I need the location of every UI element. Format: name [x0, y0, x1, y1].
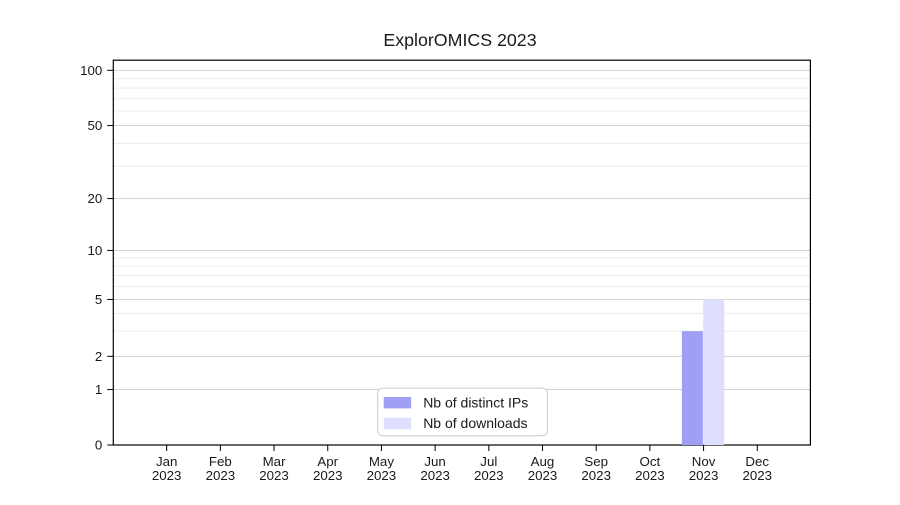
svg-text:Jun: Jun: [424, 454, 445, 469]
svg-text:2023: 2023: [528, 468, 558, 483]
svg-text:0: 0: [95, 438, 102, 453]
svg-text:2023: 2023: [206, 468, 236, 483]
svg-text:1: 1: [95, 382, 102, 397]
svg-text:May: May: [369, 454, 394, 469]
svg-text:Oct: Oct: [640, 454, 661, 469]
svg-text:Aug: Aug: [531, 454, 555, 469]
svg-text:2023: 2023: [152, 468, 182, 483]
svg-text:2023: 2023: [367, 468, 397, 483]
svg-text:2: 2: [95, 349, 102, 364]
svg-text:2023: 2023: [635, 468, 665, 483]
svg-text:2023: 2023: [689, 468, 719, 483]
svg-text:Nb of distinct IPs: Nb of distinct IPs: [423, 394, 528, 410]
svg-text:5: 5: [95, 292, 102, 307]
svg-text:20: 20: [88, 191, 103, 206]
svg-text:2023: 2023: [474, 468, 504, 483]
svg-text:Nov: Nov: [692, 454, 716, 469]
svg-text:2023: 2023: [313, 468, 343, 483]
svg-text:50: 50: [88, 118, 103, 133]
svg-text:2023: 2023: [259, 468, 289, 483]
svg-text:Jul: Jul: [480, 454, 497, 469]
svg-text:2023: 2023: [420, 468, 450, 483]
svg-text:Nb of downloads: Nb of downloads: [423, 415, 527, 431]
svg-text:Dec: Dec: [745, 454, 769, 469]
svg-text:Apr: Apr: [317, 454, 338, 469]
svg-text:Sep: Sep: [584, 454, 608, 469]
svg-text:Mar: Mar: [263, 454, 286, 469]
svg-text:10: 10: [88, 243, 103, 258]
svg-text:100: 100: [80, 63, 102, 78]
svg-text:Jan: Jan: [156, 454, 177, 469]
svg-text:2023: 2023: [742, 468, 772, 483]
svg-text:Feb: Feb: [209, 454, 232, 469]
svg-text:2023: 2023: [581, 468, 611, 483]
